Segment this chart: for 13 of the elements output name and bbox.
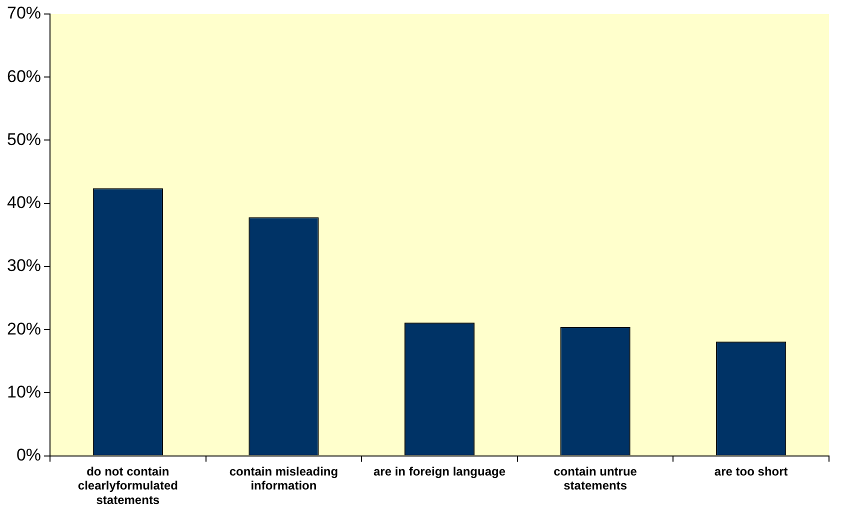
x-tick-label: do not contain clearlyformulated statements xyxy=(78,464,178,508)
y-tick-label: 10% xyxy=(6,382,42,402)
x-tick-label: are too short xyxy=(714,464,788,478)
y-tick-label: 70% xyxy=(6,4,42,23)
y-tick-label: 40% xyxy=(6,193,42,212)
y-tick-label: 0% xyxy=(16,445,42,464)
y-tick-label: 60% xyxy=(6,66,42,86)
x-tick-label: contain untrue statements xyxy=(554,464,638,493)
y-tick-label: 20% xyxy=(6,319,42,338)
x-tick-label: are in foreign language xyxy=(373,464,506,478)
x-tick-label: contain misleading information xyxy=(229,464,338,493)
y-tick-label: 30% xyxy=(6,256,42,276)
y-tick-label: 50% xyxy=(6,130,42,149)
